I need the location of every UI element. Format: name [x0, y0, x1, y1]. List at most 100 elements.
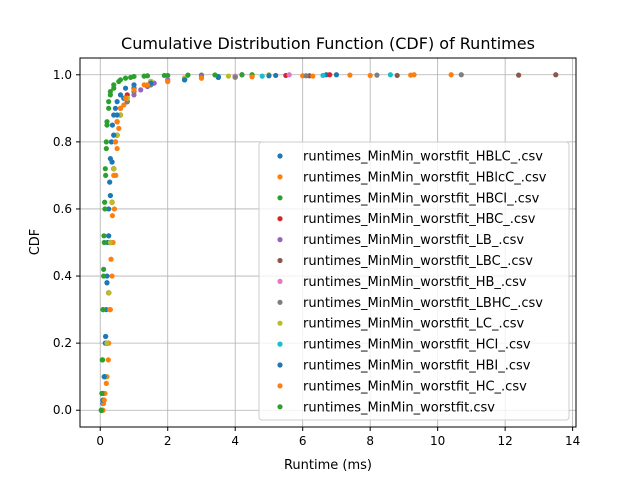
y-tick-label: 0.0 [53, 403, 72, 417]
data-point [103, 380, 109, 386]
data-point [516, 72, 522, 78]
data-point [116, 125, 122, 132]
data-point [232, 74, 238, 80]
data-point [111, 172, 117, 179]
legend-marker [277, 153, 283, 159]
data-point [104, 340, 110, 346]
y-axis-label: CDF [28, 229, 43, 256]
data-points [98, 72, 559, 413]
data-point [266, 73, 272, 79]
data-point [121, 102, 127, 108]
data-point [109, 122, 115, 128]
data-point [99, 390, 105, 397]
data-point [122, 75, 129, 81]
x-tick-label: 0 [96, 434, 104, 448]
data-point [387, 72, 394, 78]
y-tick-label: 0.6 [53, 202, 72, 216]
legend-marker [277, 278, 283, 284]
data-point [239, 72, 245, 78]
data-point [131, 87, 137, 93]
data-point [103, 333, 109, 340]
data-point [102, 199, 108, 205]
data-point [114, 119, 120, 125]
data-point [108, 139, 114, 145]
y-tick-label: 0.2 [53, 336, 72, 350]
data-point [128, 74, 134, 81]
data-point [99, 357, 105, 363]
legend-label: runtimes_MinMin_worstfit_HBI_.csv [303, 359, 531, 374]
legend-marker [277, 383, 283, 389]
data-point [117, 105, 124, 111]
data-point [101, 233, 107, 239]
data-point [273, 72, 279, 79]
data-point [144, 82, 151, 88]
data-point [101, 374, 107, 380]
legend-marker [277, 320, 283, 326]
data-point [161, 72, 167, 79]
axis-ticks: 0 2 4 6 8 10 12 14 0.0 0.2 0.4 0.6 0.8 1.0 [53, 68, 580, 448]
data-point [106, 105, 112, 111]
legend: runtimes_MinMin_worstfit_HBLC_.csvruntim… [258, 141, 570, 421]
data-point [104, 119, 110, 125]
legend-label: runtimes_MinMin_worstfit_LB_.csv [303, 233, 524, 248]
data-point [117, 92, 124, 98]
data-point [104, 280, 110, 286]
series-12 [98, 72, 245, 413]
data-point [111, 132, 117, 138]
data-point [198, 75, 205, 81]
data-point [100, 306, 106, 313]
x-tick-label: 14 [565, 434, 580, 448]
data-point [98, 407, 104, 413]
data-point [408, 72, 414, 78]
y-tick-label: 0.8 [53, 135, 72, 149]
x-tick-label: 8 [366, 434, 374, 448]
legend-label: runtimes_MinMin_worstfit_HBC_.csv [303, 212, 536, 227]
data-point [212, 72, 218, 78]
data-point [117, 77, 124, 83]
data-point [165, 78, 171, 85]
x-tick-label: 6 [299, 434, 307, 448]
data-point [109, 159, 115, 165]
data-point [114, 99, 120, 105]
legend-entries: runtimes_MinMin_worstfit_HBLC_.csvruntim… [277, 150, 547, 415]
data-point [182, 77, 188, 83]
legend-label: runtimes_MinMin_worstfit_HBCI_.csv [303, 191, 540, 206]
data-point [114, 112, 120, 118]
data-point [458, 72, 464, 78]
data-point [374, 72, 380, 78]
legend-marker [277, 341, 283, 347]
x-tick-label: 12 [498, 434, 513, 448]
data-point [106, 206, 112, 212]
legend-label: runtimes_MinMin_worstfit_LBC_.csv [303, 254, 533, 269]
legend-marker [277, 195, 283, 201]
data-point [286, 72, 292, 78]
data-point [310, 73, 316, 79]
data-point [105, 357, 111, 363]
data-point [101, 266, 107, 272]
legend-label: runtimes_MinMin_worstfit_HCI_.csv [303, 338, 531, 353]
data-point [109, 199, 115, 205]
data-point [122, 95, 129, 101]
chart-title: Cumulative Distribution Function (CDF) o… [121, 34, 535, 53]
legend-marker [277, 362, 283, 368]
legend-marker [277, 404, 283, 410]
legend-label: runtimes_MinMin_worstfit_HBlcC_.csv [303, 170, 547, 185]
data-point [259, 73, 265, 79]
data-point [347, 72, 353, 78]
data-point [102, 206, 108, 212]
series-11 [100, 72, 454, 413]
data-point [112, 105, 119, 111]
x-axis-label: Runtime (ms) [284, 458, 372, 473]
data-point [138, 87, 144, 93]
legend-marker [277, 257, 283, 264]
legend-label: runtimes_MinMin_worstfit_HB_.csv [303, 275, 527, 290]
data-point [106, 99, 112, 105]
x-tick-label: 4 [231, 434, 239, 448]
data-point [327, 72, 333, 78]
legend-label: runtimes_MinMin_worstfit_LBHC_.csv [303, 296, 543, 311]
legend-label: runtimes_MinMin_worstfit_LC_.csv [303, 317, 525, 332]
data-point [107, 179, 113, 185]
x-tick-label: 2 [164, 434, 172, 448]
